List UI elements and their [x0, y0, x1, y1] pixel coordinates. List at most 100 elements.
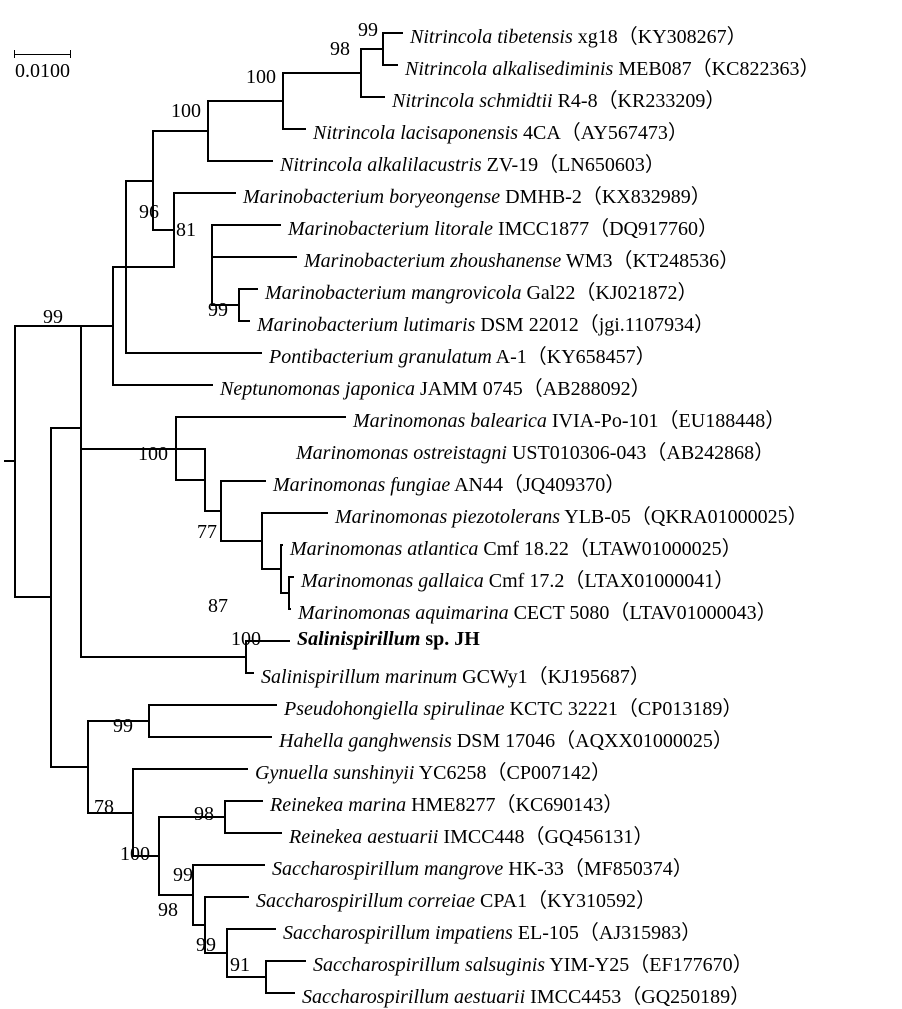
branch-horizontal — [152, 130, 207, 132]
bootstrap-value: 99 — [196, 934, 216, 957]
branch-horizontal — [14, 596, 50, 598]
bootstrap-value: 99 — [173, 864, 193, 887]
branch-horizontal — [280, 544, 283, 546]
branch-horizontal — [112, 384, 213, 386]
phylogenetic-tree-figure: 0.0100 Nitrincola tibetensis xg18（KY3082… — [0, 0, 902, 1000]
branch-horizontal — [207, 160, 273, 162]
taxon-strain: DMHB-2（KX832989） — [500, 186, 711, 208]
branch-horizontal — [4, 460, 14, 462]
taxon-strain: UST010306-043（AB242868） — [507, 442, 774, 464]
taxon-strain: xg18（KY308267） — [573, 26, 747, 48]
branch-vertical — [211, 224, 213, 306]
taxon-strain: A-1（KY658457） — [492, 346, 656, 368]
bootstrap-value: 98 — [158, 899, 178, 922]
branch-horizontal — [50, 427, 80, 429]
taxon-strain: HK-33（MF850374） — [503, 858, 692, 880]
taxon-label: Marinomonas gallaica Cmf 17.2（LTAX010000… — [301, 564, 734, 593]
taxon-label: Marinomonas atlantica Cmf 18.22（LTAW0100… — [290, 532, 742, 561]
branch-horizontal — [204, 510, 220, 512]
taxon-strain: IMCC448（GQ456131） — [438, 826, 653, 848]
taxon-label: Marinobacterium boryeongense DMHB-2（KX83… — [243, 180, 711, 209]
branch-horizontal — [175, 416, 346, 418]
taxon-label: Nitrincola lacisaponensis 4CA（AY567473） — [313, 116, 688, 145]
taxon-genus: Salinispirillum — [297, 628, 420, 650]
branch-horizontal — [211, 224, 281, 226]
branch-horizontal — [192, 924, 204, 926]
branch-horizontal — [238, 288, 258, 290]
bootstrap-value: 100 — [171, 100, 201, 123]
branch-horizontal — [280, 592, 288, 594]
taxon-strain: ZV-19（LN650603） — [482, 154, 665, 176]
taxon-genus: Marinomonas balearica — [353, 410, 547, 432]
taxon-strain: Gal22（KJ021872） — [521, 282, 697, 304]
taxon-label: Pseudohongiella spirulinae KCTC 32221（CP… — [284, 692, 742, 721]
taxon-strain: KCTC 32221（CP013189） — [505, 698, 743, 720]
taxon-genus: Marinomonas gallaica — [301, 570, 484, 592]
taxon-label: Saccharospirillum impatiens EL-105（AJ315… — [283, 916, 701, 945]
taxon-strain: WM3（KT248536） — [561, 250, 739, 272]
taxon-strain: Cmf 17.2（LTAX01000041） — [484, 570, 734, 592]
branch-horizontal — [173, 192, 236, 194]
branch-vertical — [125, 180, 127, 354]
taxon-genus: Saccharospirillum aestuarii — [302, 986, 525, 1008]
branch-horizontal — [211, 256, 297, 258]
taxon-strain: YLB-05（QKRA01000025） — [560, 506, 808, 528]
taxon-genus: Marinomonas aquimarina — [298, 602, 509, 624]
branch-horizontal — [125, 266, 173, 268]
branch-horizontal — [288, 608, 291, 610]
branch-vertical — [220, 480, 222, 542]
branch-horizontal — [261, 512, 328, 514]
branch-horizontal — [125, 352, 262, 354]
branch-horizontal — [245, 672, 254, 674]
branch-vertical — [382, 32, 384, 66]
scalebar-tick-left — [14, 50, 15, 58]
bootstrap-value: 98 — [194, 803, 214, 826]
branch-vertical — [14, 325, 16, 598]
taxon-strain: DSM 17046（AQXX01000025） — [452, 730, 733, 752]
bootstrap-value: 77 — [197, 521, 217, 544]
taxon-label: Gynuella sunshinyii YC6258（CP007142） — [255, 756, 611, 785]
taxon-genus: Neptunomonas japonica — [220, 378, 415, 400]
branch-horizontal — [125, 180, 152, 182]
branch-horizontal — [220, 480, 266, 482]
taxon-genus: Saccharospirillum correiae — [256, 890, 475, 912]
taxon-label: Hahella ganghwensis DSM 17046（AQXX010000… — [279, 724, 733, 753]
scalebar-label: 0.0100 — [15, 60, 70, 83]
taxon-genus: Marinobacterium boryeongense — [243, 186, 500, 208]
taxon-genus: Saccharospirillum impatiens — [283, 922, 513, 944]
scalebar-line — [14, 54, 70, 55]
branch-horizontal — [238, 320, 250, 322]
taxon-label: Saccharospirillum correiae CPA1（KY310592… — [256, 884, 656, 913]
taxon-genus: Marinomonas fungiae — [273, 474, 450, 496]
branch-vertical — [87, 720, 89, 814]
taxon-label: Nitrincola schmidtii R4-8（KR233209） — [392, 84, 725, 113]
branch-horizontal — [175, 448, 204, 450]
bootstrap-value: 99 — [43, 306, 63, 329]
taxon-genus: Pseudohongiella spirulinae — [284, 698, 505, 720]
branch-horizontal — [220, 540, 261, 542]
branch-horizontal — [282, 128, 306, 130]
taxon-strain: JAMM 0745（AB288092） — [415, 378, 651, 400]
branch-vertical — [265, 960, 267, 994]
taxon-strain: GCWy1（KJ195687） — [457, 666, 650, 688]
branch-horizontal — [207, 100, 282, 102]
branch-horizontal — [158, 894, 192, 896]
bootstrap-value: 100 — [138, 443, 168, 466]
taxon-genus: Nitrincola lacisaponensis — [313, 122, 518, 144]
branch-horizontal — [360, 48, 382, 50]
branch-horizontal — [175, 479, 204, 481]
branch-horizontal — [50, 766, 87, 768]
taxon-label: Reinekea marina HME8277（KC690143） — [270, 788, 623, 817]
taxon-label: Salinispirillum marinum GCWy1（KJ195687） — [261, 660, 650, 689]
branch-vertical — [282, 72, 284, 130]
taxon-genus: Reinekea aestuarii — [289, 826, 438, 848]
bootstrap-value: 100 — [246, 66, 276, 89]
taxon-genus: Gynuella sunshinyii — [255, 762, 414, 784]
branch-horizontal — [288, 576, 294, 578]
taxon-label: Reinekea aestuarii IMCC448（GQ456131） — [289, 820, 653, 849]
taxon-label: Neptunomonas japonica JAMM 0745（AB288092… — [220, 372, 651, 401]
branch-horizontal — [382, 32, 403, 34]
branch-horizontal — [224, 800, 263, 802]
branch-horizontal — [148, 704, 277, 706]
taxon-label: Saccharospirillum salsuginis YIM-Y25（EF1… — [313, 948, 753, 977]
